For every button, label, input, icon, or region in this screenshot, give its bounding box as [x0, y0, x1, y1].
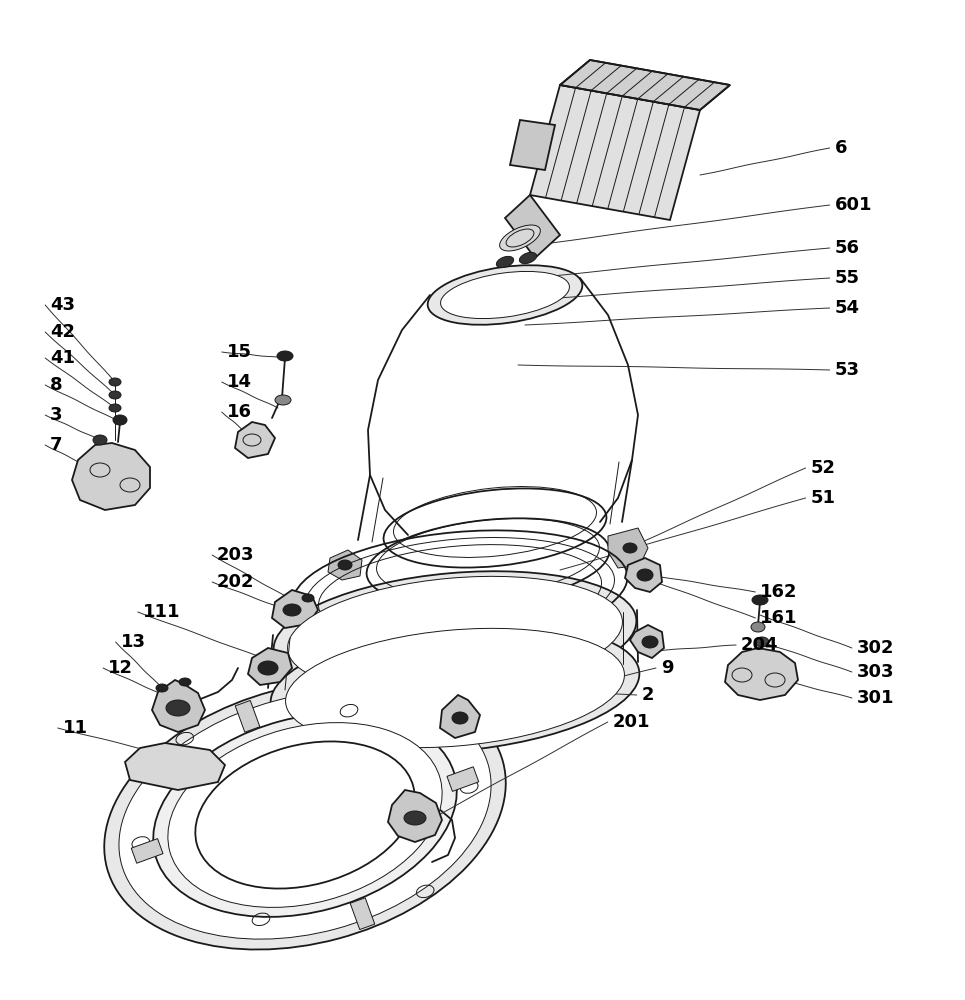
Text: 56: 56	[835, 239, 860, 257]
Ellipse shape	[275, 395, 291, 405]
Ellipse shape	[195, 741, 415, 889]
Text: 43: 43	[50, 296, 75, 314]
Text: 13: 13	[121, 633, 146, 651]
Text: 161: 161	[760, 609, 798, 627]
Text: 52: 52	[811, 459, 836, 477]
Text: 7: 7	[50, 436, 63, 454]
Polygon shape	[350, 898, 374, 930]
Ellipse shape	[109, 404, 121, 412]
Polygon shape	[608, 528, 648, 568]
Text: 301: 301	[857, 689, 895, 707]
Polygon shape	[328, 550, 362, 580]
Text: 16: 16	[227, 403, 252, 421]
Polygon shape	[447, 767, 479, 791]
Polygon shape	[235, 422, 275, 458]
Ellipse shape	[755, 637, 769, 647]
Text: 11: 11	[63, 719, 88, 737]
Text: 54: 54	[835, 299, 860, 317]
Text: 601: 601	[835, 196, 872, 214]
Ellipse shape	[153, 713, 456, 917]
Ellipse shape	[166, 700, 190, 716]
Text: 111: 111	[143, 603, 180, 621]
Ellipse shape	[452, 712, 468, 724]
Text: 162: 162	[760, 583, 798, 601]
Text: 12: 12	[108, 659, 133, 677]
Ellipse shape	[274, 571, 636, 699]
Polygon shape	[272, 590, 318, 628]
Ellipse shape	[302, 594, 314, 602]
Polygon shape	[152, 680, 205, 732]
Text: 204: 204	[741, 636, 779, 654]
Text: 41: 41	[50, 349, 75, 367]
Text: 55: 55	[835, 269, 860, 287]
Ellipse shape	[637, 569, 653, 581]
Polygon shape	[388, 790, 442, 842]
Text: 302: 302	[857, 639, 895, 657]
Text: 203: 203	[217, 546, 255, 564]
Ellipse shape	[288, 576, 622, 694]
Ellipse shape	[168, 723, 442, 907]
Ellipse shape	[751, 622, 765, 632]
Polygon shape	[725, 648, 798, 700]
Polygon shape	[630, 625, 664, 658]
Ellipse shape	[113, 415, 127, 425]
Polygon shape	[125, 743, 225, 790]
Ellipse shape	[338, 560, 352, 570]
Text: 14: 14	[227, 373, 252, 391]
Ellipse shape	[156, 684, 168, 692]
Polygon shape	[131, 839, 163, 863]
Ellipse shape	[93, 435, 107, 445]
Polygon shape	[235, 700, 260, 732]
Ellipse shape	[258, 661, 278, 675]
Ellipse shape	[179, 678, 191, 686]
Text: 42: 42	[50, 323, 75, 341]
Text: 303: 303	[857, 663, 895, 681]
Text: 9: 9	[661, 659, 674, 677]
Polygon shape	[440, 695, 480, 738]
Ellipse shape	[441, 271, 569, 319]
Ellipse shape	[286, 628, 624, 748]
Text: 51: 51	[811, 489, 836, 507]
Ellipse shape	[270, 623, 640, 753]
Ellipse shape	[642, 636, 658, 648]
Ellipse shape	[119, 691, 491, 939]
Polygon shape	[248, 648, 292, 685]
Ellipse shape	[404, 811, 426, 825]
Text: 8: 8	[50, 376, 63, 394]
Ellipse shape	[752, 595, 768, 605]
Ellipse shape	[500, 225, 540, 251]
Text: 201: 201	[613, 713, 650, 731]
Text: 2: 2	[642, 686, 654, 704]
Ellipse shape	[109, 391, 121, 399]
Ellipse shape	[496, 256, 513, 268]
Ellipse shape	[427, 265, 582, 325]
Polygon shape	[530, 85, 700, 220]
Ellipse shape	[623, 543, 637, 553]
Text: 53: 53	[835, 361, 860, 379]
Polygon shape	[560, 60, 730, 110]
Polygon shape	[505, 195, 560, 258]
Text: 6: 6	[835, 139, 847, 157]
Ellipse shape	[109, 378, 121, 386]
Ellipse shape	[277, 351, 293, 361]
Ellipse shape	[519, 252, 537, 264]
Text: 3: 3	[50, 406, 63, 424]
Ellipse shape	[283, 604, 301, 616]
Text: 202: 202	[217, 573, 255, 591]
Polygon shape	[72, 443, 150, 510]
Polygon shape	[625, 558, 662, 592]
Polygon shape	[510, 120, 555, 170]
Text: 15: 15	[227, 343, 252, 361]
Ellipse shape	[104, 680, 506, 950]
